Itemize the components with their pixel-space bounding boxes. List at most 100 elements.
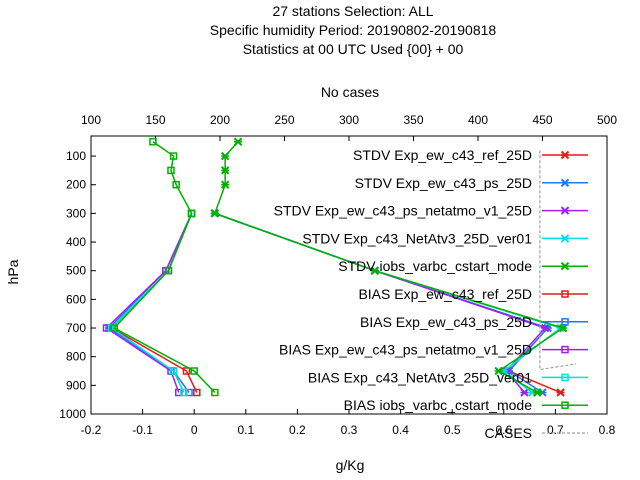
- x-tick-label: 0.2: [289, 423, 306, 437]
- x2-tick-label: 200: [210, 113, 230, 127]
- data-point: [494, 366, 503, 376]
- x-tick-label: -0.1: [132, 423, 153, 437]
- x2-tick-label: 400: [468, 113, 488, 127]
- series-line: [105, 213, 193, 393]
- y-tick-label: 500: [66, 264, 86, 278]
- data-point: [180, 388, 188, 397]
- legend-marker: [561, 401, 569, 409]
- y-tick-label: 800: [66, 350, 86, 364]
- x2-tick-label: 300: [339, 113, 359, 127]
- y-tick-label: 700: [66, 321, 86, 335]
- data-point: [164, 266, 173, 275]
- y-tick-label: 600: [66, 292, 86, 306]
- x2-axis-label: No cases: [321, 84, 379, 100]
- x-tick-label: -0.2: [81, 423, 102, 437]
- data-point: [169, 367, 178, 375]
- data-point: [102, 324, 111, 332]
- legend-marker: [560, 234, 570, 243]
- legend-label: BIAS Exp_ew_c43_ref_25D: [358, 286, 532, 302]
- data-point: [190, 367, 198, 375]
- data-point: [169, 152, 178, 160]
- x2-tick-label: 450: [532, 113, 552, 127]
- data-point: [558, 323, 568, 333]
- legend-entry: BIAS Exp_c43_NetAtv3_25D_ver01: [308, 369, 588, 385]
- legend-entry: BIAS iobs_varbc_cstart_mode: [344, 397, 588, 413]
- x2-tick-label: 350: [403, 113, 423, 127]
- y-tick-label: 200: [66, 178, 86, 192]
- y-tick-label: 100: [66, 149, 86, 163]
- data-point: [185, 388, 193, 397]
- legend-marker: [561, 290, 569, 298]
- y-tick-label: 300: [66, 206, 86, 220]
- legend-entry: BIAS Exp_ew_c43_ps_25D: [360, 314, 588, 330]
- data-point: [233, 137, 243, 146]
- x-tick-label: 0.8: [599, 423, 616, 437]
- y-tick-label: 1000: [59, 407, 86, 421]
- legend-marker: [561, 318, 569, 326]
- legend-label: STDV iobs_varbc_cstart_mode: [338, 258, 532, 274]
- legend-marker: [560, 150, 570, 160]
- x2-tick-label: 500: [597, 113, 617, 127]
- data-point: [210, 209, 220, 218]
- series-bias-iobs-varbc-cstart-mode: [110, 137, 219, 397]
- chart-title: 27 stations Selection: ALL Specific humi…: [210, 3, 497, 57]
- series-stdv-iobs-varbc-cstart-mode: [210, 137, 568, 397]
- legend-entry: BIAS Exp_ew_c43_ps_netatmo_v1_25D: [279, 342, 588, 358]
- legend-label: STDV Exp_ew_c43_ps_netatmo_v1_25D: [274, 203, 532, 219]
- legend-label: STDV Exp_ew_c43_ref_25D: [353, 147, 532, 163]
- x-tick-label: 0.3: [341, 423, 358, 437]
- data-point: [520, 388, 529, 397]
- data-point: [556, 388, 565, 397]
- x-tick-label: 0.7: [547, 423, 564, 437]
- legend-label: STDV Exp_ew_c43_ps_25D: [355, 175, 532, 191]
- data-point: [193, 388, 201, 397]
- data-point: [220, 151, 230, 161]
- legend-label: CASES: [485, 425, 532, 441]
- legend: STDV Exp_ew_c43_ref_25D STDV Exp_ew_c43_p…: [274, 147, 588, 441]
- x2-axis-ticks: 100 150 200 250 300 350 400 450 500: [81, 113, 617, 141]
- x-tick-label: 0.4: [392, 423, 409, 437]
- data-point: [533, 388, 542, 397]
- legend-label: STDV Exp_c43_NetAtv3_25D_ver01: [302, 230, 532, 246]
- y-axis-ticks: 100 200 300 400 500 600 700 800 900 1000: [59, 149, 96, 421]
- data-point: [540, 323, 550, 333]
- data-point: [174, 388, 183, 397]
- x2-tick-label: 250: [274, 113, 294, 127]
- legend-entry: STDV Exp_c43_NetAtv3_25D_ver01: [302, 230, 588, 246]
- y-tick-label: 900: [66, 378, 86, 392]
- legend-entry: BIAS Exp_ew_c43_ref_25D: [358, 286, 588, 302]
- legend-marker: [561, 373, 569, 382]
- legend-entry: STDV Exp_ew_c43_ps_netatmo_v1_25D: [274, 203, 588, 219]
- cases-line: [539, 150, 577, 371]
- legend-label: BIAS Exp_ew_c43_ps_netatmo_v1_25D: [279, 342, 532, 358]
- plot-series: [102, 137, 577, 397]
- data-point: [187, 209, 196, 218]
- legend-label: BIAS Exp_c43_NetAtv3_25D_ver01: [308, 369, 532, 385]
- data-point: [370, 266, 380, 275]
- legend-entry: STDV Exp_ew_c43_ps_25D: [355, 175, 588, 191]
- data-point: [211, 388, 219, 397]
- data-point: [110, 324, 118, 332]
- legend-entry: STDV Exp_ew_c43_ref_25D: [353, 147, 588, 163]
- series-cases: [539, 150, 577, 371]
- series-line: [113, 141, 216, 394]
- x-tick-label: 0.1: [237, 423, 254, 437]
- title-line-2: Specific humidity Period: 20190802-20190…: [210, 22, 497, 38]
- title-line-1: 27 stations Selection: ALL: [272, 3, 433, 19]
- series-bias-exp-ew-c43-ref-25d: [107, 209, 201, 397]
- legend-marker: [560, 261, 570, 271]
- x2-tick-label: 100: [81, 113, 101, 127]
- x-tick-label: 0: [191, 423, 198, 437]
- y-axis-label: hPa: [5, 259, 21, 284]
- legend-label: BIAS Exp_ew_c43_ps_25D: [360, 314, 532, 330]
- legend-marker: [560, 178, 570, 188]
- data-point: [220, 180, 230, 189]
- x2-tick-label: 150: [145, 113, 165, 127]
- legend-marker: [560, 206, 570, 215]
- data-point: [167, 166, 175, 175]
- title-line-3: Statistics at 00 UTC Used {00} + 00: [243, 41, 464, 57]
- legend-entry: CASES: [485, 425, 588, 441]
- x-tick-label: 0.5: [444, 423, 461, 437]
- data-point: [220, 166, 230, 175]
